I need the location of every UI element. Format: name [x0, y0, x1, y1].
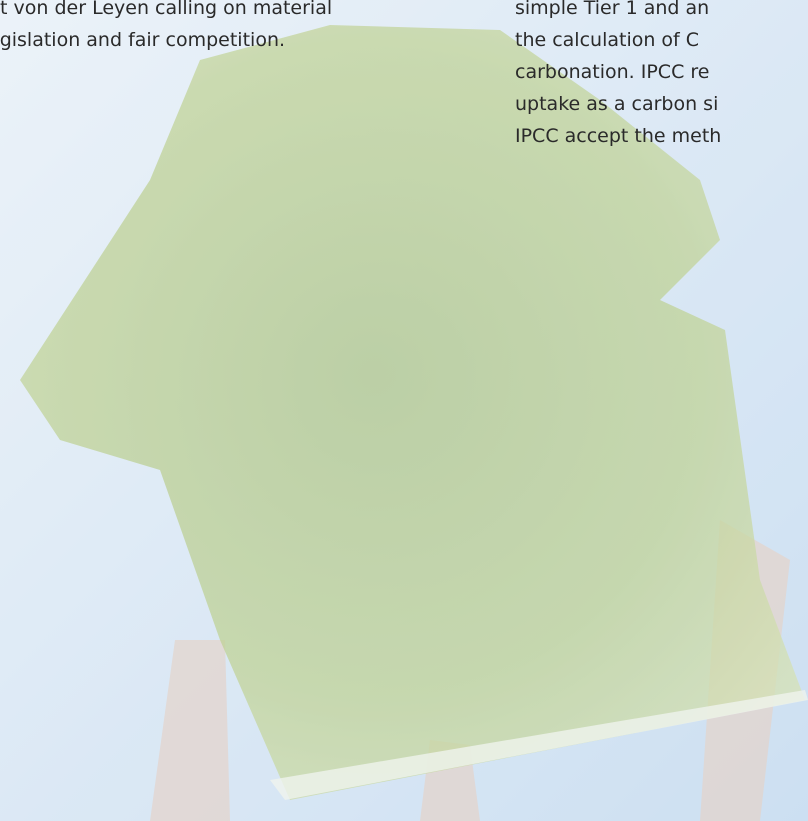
text-line: carbonation. IPCC re: [515, 59, 709, 85]
text-line: simple Tier 1 and an: [515, 0, 709, 21]
text-line: the calculation of C: [515, 27, 699, 53]
text-line: nt von der Leyen calling on material: [0, 0, 332, 21]
page: {"left_column": {"lines": ["nt von der L…: [0, 0, 808, 821]
text-line: uptake as a carbon si: [515, 91, 718, 117]
right-column: simple Tier 1 and an the calculation of C…: [515, 0, 808, 155]
left-column: nt von der Leyen calling on material egis…: [0, 0, 458, 65]
text-line: egislation and fair competition.: [0, 27, 285, 53]
text-line: IPCC accept the meth: [515, 123, 721, 149]
